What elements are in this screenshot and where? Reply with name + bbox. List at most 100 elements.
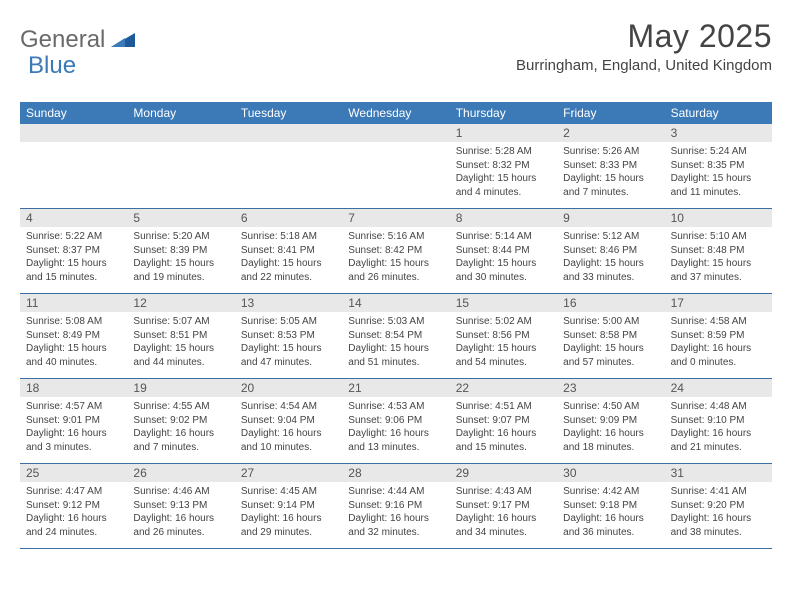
calendar-cell: 24Sunrise: 4:48 AMSunset: 9:10 PMDayligh… [665,379,772,463]
day-number: 20 [235,379,342,397]
daylight-text: Daylight: 15 hours and 37 minutes. [671,257,766,284]
day-number: 31 [665,464,772,482]
sunset-text: Sunset: 8:46 PM [563,244,658,258]
sunrise-text: Sunrise: 5:05 AM [241,315,336,329]
calendar-cell: 10Sunrise: 5:10 AMSunset: 8:48 PMDayligh… [665,209,772,293]
calendar-cell [20,124,127,208]
day-body: Sunrise: 4:48 AMSunset: 9:10 PMDaylight:… [665,397,772,458]
day-body: Sunrise: 5:03 AMSunset: 8:54 PMDaylight:… [342,312,449,373]
day-number [342,124,449,142]
calendar-cell: 26Sunrise: 4:46 AMSunset: 9:13 PMDayligh… [127,464,234,548]
sunset-text: Sunset: 9:16 PM [348,499,443,513]
day-body [127,142,234,149]
sunset-text: Sunset: 8:56 PM [456,329,551,343]
daylight-text: Daylight: 15 hours and 51 minutes. [348,342,443,369]
day-number: 12 [127,294,234,312]
day-number [20,124,127,142]
daylight-text: Daylight: 15 hours and 15 minutes. [26,257,121,284]
day-number: 1 [450,124,557,142]
day-header: Monday [127,102,234,124]
sunrise-text: Sunrise: 5:16 AM [348,230,443,244]
day-number: 17 [665,294,772,312]
day-body: Sunrise: 5:10 AMSunset: 8:48 PMDaylight:… [665,227,772,288]
sunrise-text: Sunrise: 4:55 AM [133,400,228,414]
sunset-text: Sunset: 9:18 PM [563,499,658,513]
day-body: Sunrise: 5:07 AMSunset: 8:51 PMDaylight:… [127,312,234,373]
daylight-text: Daylight: 16 hours and 21 minutes. [671,427,766,454]
sunset-text: Sunset: 9:10 PM [671,414,766,428]
daylight-text: Daylight: 16 hours and 7 minutes. [133,427,228,454]
sunset-text: Sunset: 9:14 PM [241,499,336,513]
day-body: Sunrise: 4:44 AMSunset: 9:16 PMDaylight:… [342,482,449,543]
sunrise-text: Sunrise: 4:54 AM [241,400,336,414]
sunset-text: Sunset: 9:20 PM [671,499,766,513]
calendar-cell: 28Sunrise: 4:44 AMSunset: 9:16 PMDayligh… [342,464,449,548]
day-body: Sunrise: 5:28 AMSunset: 8:32 PMDaylight:… [450,142,557,203]
calendar-cell: 8Sunrise: 5:14 AMSunset: 8:44 PMDaylight… [450,209,557,293]
day-number: 18 [20,379,127,397]
calendar-cell: 27Sunrise: 4:45 AMSunset: 9:14 PMDayligh… [235,464,342,548]
sunrise-text: Sunrise: 4:41 AM [671,485,766,499]
sunrise-text: Sunrise: 5:10 AM [671,230,766,244]
daylight-text: Daylight: 16 hours and 10 minutes. [241,427,336,454]
location: Burringham, England, United Kingdom [516,57,772,74]
sunrise-text: Sunrise: 4:47 AM [26,485,121,499]
sunrise-text: Sunrise: 5:18 AM [241,230,336,244]
sunrise-text: Sunrise: 5:02 AM [456,315,551,329]
sunrise-text: Sunrise: 4:43 AM [456,485,551,499]
sunset-text: Sunset: 8:53 PM [241,329,336,343]
daylight-text: Daylight: 16 hours and 36 minutes. [563,512,658,539]
calendar-cell: 6Sunrise: 5:18 AMSunset: 8:41 PMDaylight… [235,209,342,293]
day-number: 9 [557,209,664,227]
calendar-cell: 31Sunrise: 4:41 AMSunset: 9:20 PMDayligh… [665,464,772,548]
daylight-text: Daylight: 15 hours and 30 minutes. [456,257,551,284]
calendar-cell: 21Sunrise: 4:53 AMSunset: 9:06 PMDayligh… [342,379,449,463]
daylight-text: Daylight: 15 hours and 44 minutes. [133,342,228,369]
calendar-cell: 17Sunrise: 4:58 AMSunset: 8:59 PMDayligh… [665,294,772,378]
sunrise-text: Sunrise: 4:45 AM [241,485,336,499]
sunrise-text: Sunrise: 5:03 AM [348,315,443,329]
day-body: Sunrise: 5:08 AMSunset: 8:49 PMDaylight:… [20,312,127,373]
calendar-row: 11Sunrise: 5:08 AMSunset: 8:49 PMDayligh… [20,294,772,379]
calendar: Sunday Monday Tuesday Wednesday Thursday… [20,102,772,549]
daylight-text: Daylight: 15 hours and 54 minutes. [456,342,551,369]
calendar-cell: 19Sunrise: 4:55 AMSunset: 9:02 PMDayligh… [127,379,234,463]
day-number: 5 [127,209,234,227]
day-number: 10 [665,209,772,227]
day-body: Sunrise: 5:12 AMSunset: 8:46 PMDaylight:… [557,227,664,288]
day-number: 13 [235,294,342,312]
day-number: 27 [235,464,342,482]
day-number: 3 [665,124,772,142]
day-body: Sunrise: 5:00 AMSunset: 8:58 PMDaylight:… [557,312,664,373]
daylight-text: Daylight: 16 hours and 18 minutes. [563,427,658,454]
daylight-text: Daylight: 15 hours and 11 minutes. [671,172,766,199]
daylight-text: Daylight: 15 hours and 47 minutes. [241,342,336,369]
day-header: Thursday [450,102,557,124]
daylight-text: Daylight: 15 hours and 40 minutes. [26,342,121,369]
logo-text-blue: Blue [28,52,76,80]
day-body: Sunrise: 5:18 AMSunset: 8:41 PMDaylight:… [235,227,342,288]
day-body: Sunrise: 4:41 AMSunset: 9:20 PMDaylight:… [665,482,772,543]
sunrise-text: Sunrise: 4:44 AM [348,485,443,499]
day-number: 21 [342,379,449,397]
day-body: Sunrise: 5:24 AMSunset: 8:35 PMDaylight:… [665,142,772,203]
daylight-text: Daylight: 15 hours and 7 minutes. [563,172,658,199]
title-block: May 2025 Burringham, England, United Kin… [516,18,772,74]
sunset-text: Sunset: 8:33 PM [563,159,658,173]
calendar-cell: 30Sunrise: 4:42 AMSunset: 9:18 PMDayligh… [557,464,664,548]
calendar-row: 4Sunrise: 5:22 AMSunset: 8:37 PMDaylight… [20,209,772,294]
calendar-cell: 5Sunrise: 5:20 AMSunset: 8:39 PMDaylight… [127,209,234,293]
sunrise-text: Sunrise: 5:28 AM [456,145,551,159]
sunrise-text: Sunrise: 4:58 AM [671,315,766,329]
day-body: Sunrise: 4:45 AMSunset: 9:14 PMDaylight:… [235,482,342,543]
day-body: Sunrise: 4:57 AMSunset: 9:01 PMDaylight:… [20,397,127,458]
sunset-text: Sunset: 9:09 PM [563,414,658,428]
day-number: 16 [557,294,664,312]
daylight-text: Daylight: 16 hours and 38 minutes. [671,512,766,539]
sunset-text: Sunset: 9:06 PM [348,414,443,428]
calendar-cell: 18Sunrise: 4:57 AMSunset: 9:01 PMDayligh… [20,379,127,463]
day-body: Sunrise: 4:51 AMSunset: 9:07 PMDaylight:… [450,397,557,458]
sunrise-text: Sunrise: 4:50 AM [563,400,658,414]
sunset-text: Sunset: 8:44 PM [456,244,551,258]
day-body: Sunrise: 5:14 AMSunset: 8:44 PMDaylight:… [450,227,557,288]
